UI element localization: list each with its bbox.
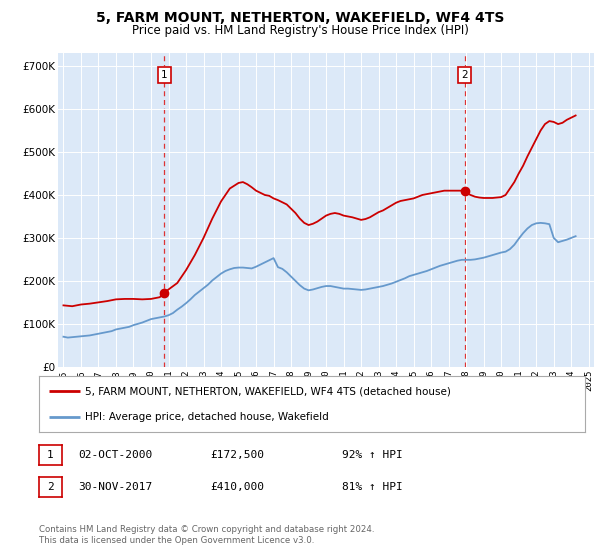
Text: 5, FARM MOUNT, NETHERTON, WAKEFIELD, WF4 4TS: 5, FARM MOUNT, NETHERTON, WAKEFIELD, WF4… bbox=[96, 11, 504, 25]
Text: 81% ↑ HPI: 81% ↑ HPI bbox=[342, 482, 403, 492]
Text: £410,000: £410,000 bbox=[210, 482, 264, 492]
Text: £172,500: £172,500 bbox=[210, 450, 264, 460]
Text: Price paid vs. HM Land Registry's House Price Index (HPI): Price paid vs. HM Land Registry's House … bbox=[131, 24, 469, 36]
Text: 1: 1 bbox=[47, 450, 54, 460]
Text: 1: 1 bbox=[161, 69, 167, 80]
Text: Contains HM Land Registry data © Crown copyright and database right 2024.
This d: Contains HM Land Registry data © Crown c… bbox=[39, 525, 374, 545]
Text: 92% ↑ HPI: 92% ↑ HPI bbox=[342, 450, 403, 460]
Text: 02-OCT-2000: 02-OCT-2000 bbox=[78, 450, 152, 460]
Text: HPI: Average price, detached house, Wakefield: HPI: Average price, detached house, Wake… bbox=[85, 412, 329, 422]
Text: 30-NOV-2017: 30-NOV-2017 bbox=[78, 482, 152, 492]
Text: 2: 2 bbox=[47, 482, 54, 492]
Text: 2: 2 bbox=[461, 69, 468, 80]
Text: 5, FARM MOUNT, NETHERTON, WAKEFIELD, WF4 4TS (detached house): 5, FARM MOUNT, NETHERTON, WAKEFIELD, WF4… bbox=[85, 386, 451, 396]
